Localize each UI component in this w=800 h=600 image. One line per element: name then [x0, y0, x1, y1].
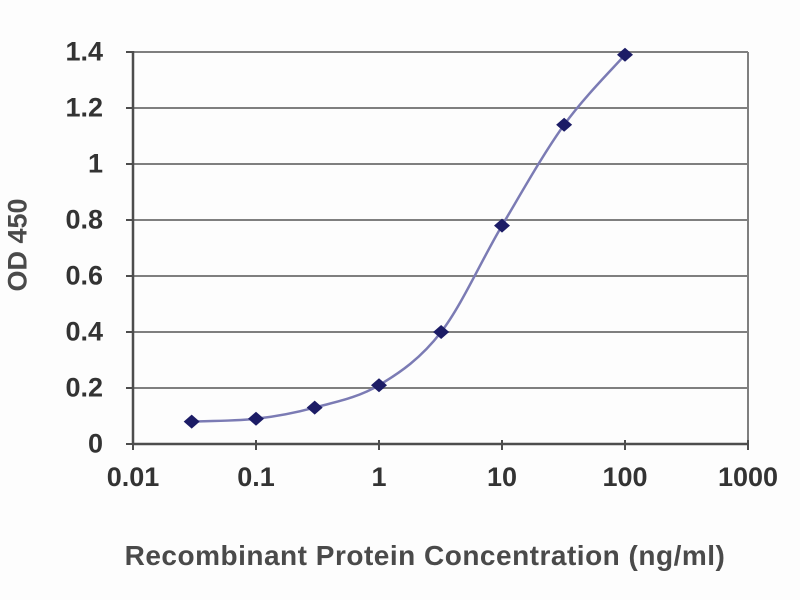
data-point-marker — [183, 414, 200, 429]
y-tick-label: 1.4 — [65, 36, 103, 67]
y-tick-label: 0.6 — [65, 260, 103, 291]
series-line — [191, 53, 626, 423]
x-tick-label: 10 — [486, 462, 518, 492]
x-tick-label: 0.01 — [106, 462, 160, 492]
y-axis-title: OD 450 — [2, 198, 33, 292]
y-tick-label: 1.2 — [65, 92, 103, 123]
data-point-marker — [248, 411, 264, 426]
data-point-marker — [433, 325, 450, 339]
x-tick-label: 1000 — [717, 462, 779, 492]
data-point-marker — [371, 378, 387, 393]
y-tick-label: 0.8 — [65, 204, 103, 235]
data-point-marker — [494, 218, 510, 233]
x-axis-title: Recombinant Protein Concentration (ng/ml… — [124, 540, 726, 571]
data-point-marker — [306, 400, 323, 415]
x-tick-label: 0.1 — [237, 462, 275, 492]
y-tick-label: 1 — [87, 148, 103, 179]
y-tick-label: 0.4 — [65, 316, 103, 347]
data-point-marker — [556, 117, 573, 132]
data-point-marker — [617, 47, 633, 62]
x-tick-label: 1 — [371, 462, 387, 492]
y-tick-label: 0 — [87, 428, 103, 459]
y-tick-label: 0.2 — [65, 372, 103, 403]
x-tick-label: 100 — [602, 462, 648, 492]
